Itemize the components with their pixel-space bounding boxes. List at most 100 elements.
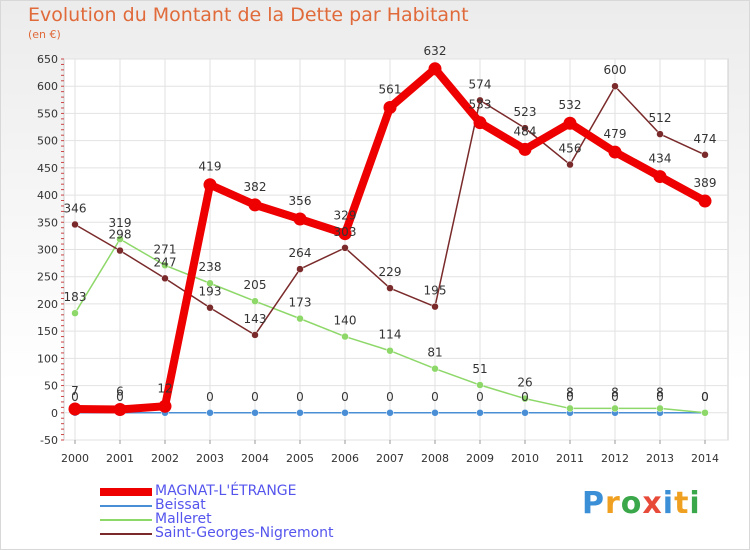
data-label: 0 xyxy=(386,390,394,404)
data-label: 600 xyxy=(604,63,627,77)
data-label: 0 xyxy=(431,390,439,404)
y-tick-label: 550 xyxy=(37,107,58,120)
data-label: 114 xyxy=(379,328,402,342)
data-label: 7 xyxy=(71,384,79,398)
data-label: 533 xyxy=(469,98,492,112)
data-point xyxy=(566,404,574,413)
x-tick-label: 2007 xyxy=(376,452,404,465)
data-point xyxy=(296,314,304,323)
data-point xyxy=(698,194,712,208)
data-point xyxy=(293,212,307,226)
legend-swatch xyxy=(100,505,152,507)
data-label: 0 xyxy=(206,390,214,404)
data-label: 319 xyxy=(109,216,132,230)
data-point xyxy=(71,309,79,317)
data-label: 0 xyxy=(71,390,79,404)
data-label: 0 xyxy=(476,390,484,404)
series-0 xyxy=(68,62,712,417)
data-point xyxy=(431,364,439,373)
data-point xyxy=(68,402,82,416)
data-point xyxy=(608,145,622,159)
y-tick-label: 50 xyxy=(44,380,58,393)
data-point xyxy=(251,409,259,417)
x-tick-label: 2003 xyxy=(196,452,224,465)
data-point xyxy=(701,409,709,417)
data-point xyxy=(161,261,169,270)
y-tick-label: -50 xyxy=(40,434,58,447)
y-tick-label: 150 xyxy=(37,325,58,338)
data-label: 419 xyxy=(199,160,222,174)
data-point xyxy=(341,409,349,417)
data-label: 574 xyxy=(469,77,492,91)
data-label: 0 xyxy=(566,390,574,404)
data-label: 479 xyxy=(604,127,627,141)
data-point xyxy=(521,409,529,417)
data-label: 0 xyxy=(116,390,124,404)
data-point xyxy=(566,160,574,169)
y-tick-label: 600 xyxy=(37,80,58,93)
data-label: 329 xyxy=(334,209,357,223)
data-label: 0 xyxy=(296,390,304,404)
data-label: 484 xyxy=(514,124,537,138)
data-point xyxy=(563,116,577,130)
x-tick-label: 2001 xyxy=(106,452,134,465)
data-point xyxy=(653,170,667,184)
data-point xyxy=(656,130,664,138)
data-label: 26 xyxy=(517,376,532,390)
data-label: 173 xyxy=(289,296,312,310)
data-label: 0 xyxy=(656,390,664,404)
x-tick-label: 2011 xyxy=(556,452,584,465)
y-tick-label: 250 xyxy=(37,271,58,284)
y-axis-ticks: -50 0 50 100 150 200 250 300 350 400 450 500 550 600 6… xyxy=(37,53,64,447)
data-label: 356 xyxy=(289,194,312,208)
x-tick-label: 2008 xyxy=(421,452,449,465)
data-label: 346 xyxy=(64,201,87,215)
data-point xyxy=(386,409,394,417)
data-label: 303 xyxy=(334,225,357,239)
data-label: 51 xyxy=(472,362,487,376)
data-point xyxy=(251,297,259,305)
data-point xyxy=(113,403,127,417)
data-point xyxy=(431,409,439,417)
y-tick-label: 300 xyxy=(37,244,58,257)
data-label: 143 xyxy=(244,312,267,326)
data-label: 298 xyxy=(109,228,132,242)
data-label: 523 xyxy=(514,105,537,119)
x-tick-label: 2012 xyxy=(601,452,629,465)
data-label: 229 xyxy=(379,265,402,279)
x-tick-label: 2010 xyxy=(511,452,539,465)
data-point xyxy=(383,100,397,114)
legend-label: MAGNAT-L'ÉTRANGE xyxy=(155,483,297,499)
data-label: 561 xyxy=(379,82,402,96)
x-tick-label: 2005 xyxy=(286,452,314,465)
data-label: 140 xyxy=(334,314,357,328)
legend-swatch xyxy=(100,519,152,521)
data-label: 0 xyxy=(341,390,349,404)
series-2 xyxy=(71,235,709,417)
data-point xyxy=(521,394,529,403)
data-label: 0 xyxy=(251,390,259,404)
data-point xyxy=(206,279,214,287)
data-point xyxy=(248,198,262,212)
data-label: 434 xyxy=(649,152,672,166)
data-label: 0 xyxy=(521,390,529,404)
chart-subtitle: (en €) xyxy=(28,28,61,41)
series-layer xyxy=(68,62,712,417)
data-point xyxy=(158,399,172,413)
x-tick-label: 2006 xyxy=(331,452,359,465)
data-point xyxy=(296,409,304,417)
x-tick-label: 2009 xyxy=(466,452,494,465)
data-label: 8 xyxy=(566,385,574,399)
legend-label: Saint-Georges-Nigremont xyxy=(155,525,334,541)
proxiti-logo: Proxiti xyxy=(582,486,701,521)
data-point xyxy=(701,151,709,159)
data-point xyxy=(611,404,619,413)
data-point xyxy=(341,244,349,252)
data-label: 264 xyxy=(289,246,312,260)
data-point xyxy=(386,284,394,292)
data-label: 183 xyxy=(64,290,87,304)
y-tick-label: 200 xyxy=(37,298,58,311)
data-label: 474 xyxy=(694,132,717,146)
legend-label: Beissat xyxy=(155,497,206,513)
x-tick-label: 2000 xyxy=(61,452,89,465)
